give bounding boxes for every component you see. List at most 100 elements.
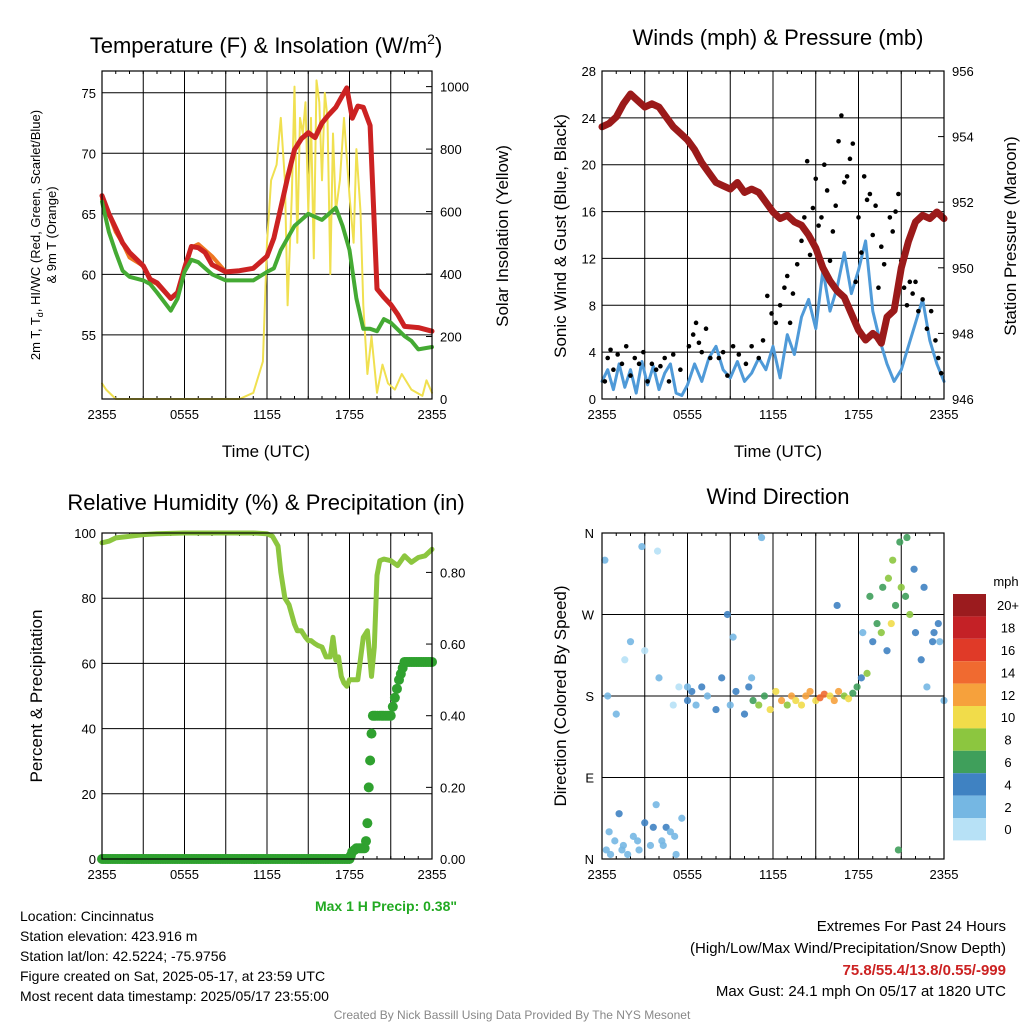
- direction-point: [873, 619, 881, 628]
- direction-point: [934, 619, 942, 628]
- solar-y-tick-label-0: 0: [440, 392, 447, 407]
- direction-point: [894, 846, 903, 854]
- max-precip-label: Max 1 H Precip: 0.38": [315, 898, 457, 914]
- direction-point: [601, 556, 609, 564]
- plot-border: [601, 70, 945, 400]
- direction-point: [672, 850, 680, 859]
- gust-point: [936, 355, 941, 361]
- direction-point: [783, 701, 791, 709]
- colorbar-label-0: 20+: [997, 598, 1019, 613]
- gust-point: [670, 352, 676, 357]
- gust-point: [782, 285, 787, 291]
- credit-footer: Created By Nick Bassill Using Data Provi…: [334, 1008, 691, 1022]
- direction-point: [929, 638, 937, 646]
- direction-point: [638, 542, 646, 551]
- gust-point: [890, 229, 895, 234]
- direction-point: [634, 837, 642, 845]
- direction-point: [683, 696, 692, 705]
- x-tick-label-1-4: 2355: [930, 407, 959, 422]
- precip-point: [385, 710, 396, 721]
- precip-point: [366, 728, 377, 739]
- precip-y-tick-label-3: 0.60: [440, 637, 465, 652]
- gust-point: [819, 215, 824, 220]
- gust-point: [641, 349, 646, 355]
- temp-y-tick-label-2: 65: [82, 207, 96, 222]
- direction-point: [787, 692, 796, 700]
- direction-point: [655, 674, 663, 682]
- direction-point: [669, 701, 677, 709]
- gust-point: [678, 367, 683, 373]
- station-info: Location: Cincinnatus Station elevation:…: [20, 906, 329, 1006]
- gust-point: [867, 191, 873, 197]
- direction-point: [911, 629, 920, 637]
- temp-y-tick-label-0: 55: [82, 328, 96, 343]
- direction-point: [923, 683, 931, 691]
- direction-point: [772, 687, 780, 696]
- direction-point: [797, 701, 806, 709]
- gust-point: [933, 338, 938, 343]
- direction-y-tick-label-0: N: [585, 852, 594, 867]
- pressure-line: [598, 90, 948, 347]
- direction-point: [635, 846, 643, 854]
- colorbar-swatch: [953, 661, 986, 684]
- gust-point: [743, 361, 749, 367]
- direction-y-tick-label-3: W: [582, 608, 595, 623]
- x-tick-label-3-3: 1755: [844, 867, 873, 882]
- gust-point: [611, 367, 616, 373]
- extremes-heading: Extremes For Past 24 Hours: [816, 918, 1006, 935]
- direction-point: [901, 592, 910, 600]
- pressure-y-tick-label-0: 946: [952, 392, 974, 407]
- direction-point: [692, 701, 700, 709]
- colorbar-swatch: [953, 728, 986, 751]
- gust-point: [725, 373, 730, 378]
- colorbar-label-3: 14: [1001, 665, 1015, 680]
- gust-point: [813, 176, 819, 182]
- gust-point: [784, 273, 790, 279]
- plot-border: [601, 532, 945, 860]
- gust-point: [716, 355, 722, 361]
- gust-point: [904, 302, 910, 308]
- pressure-y-tick-label-4: 954: [952, 130, 974, 145]
- precip-point: [362, 818, 373, 829]
- temp-y-tick-label-3: 70: [82, 146, 96, 161]
- direction-point: [889, 556, 897, 564]
- direction-point: [830, 696, 838, 705]
- temperature-title: Temperature (F) & Insolation (W/m2): [90, 31, 443, 58]
- colorbar-swatch: [953, 594, 986, 617]
- x-tick-label-2-4: 2355: [418, 867, 447, 882]
- wind-y-tick-label-6: 24: [582, 111, 596, 126]
- temperature-plot-area: 2355 0555 1155 1755 2355 55 60 65 70 75 0 200 400 600…: [82, 70, 469, 422]
- direction-point: [863, 669, 871, 677]
- colorbar-label-5: 10: [1001, 710, 1015, 725]
- winds-ylabel: Sonic Wind & Gust (Blue, Black): [551, 114, 570, 358]
- gust-point: [615, 352, 620, 357]
- x-tick-label-1-3: 1755: [844, 407, 873, 422]
- wind-direction-title: Wind Direction: [706, 484, 849, 509]
- temp-2m-line: [99, 85, 435, 334]
- rh-y-tick-label-1: 20: [82, 787, 96, 802]
- gust-point: [632, 355, 638, 361]
- direction-point: [626, 638, 635, 646]
- colorbar-swatch: [953, 706, 986, 729]
- wind-direction-panel: Wind Direction Direction (Colored By Spe…: [551, 484, 1019, 882]
- gust-point: [802, 215, 807, 220]
- direction-point: [611, 837, 619, 845]
- direction-point: [903, 533, 911, 542]
- direction-point: [652, 801, 660, 809]
- direction-point: [910, 565, 918, 573]
- gust-point: [602, 379, 608, 384]
- gust-point: [777, 302, 783, 308]
- gust-point: [920, 297, 925, 302]
- rh-y-tick-label-4: 80: [82, 591, 96, 606]
- solar-ylabel: Solar Insolation (Yellow): [493, 145, 512, 327]
- gust-point: [887, 215, 893, 220]
- colorbar-label-6: 8: [1004, 733, 1011, 748]
- gust-point: [662, 355, 667, 361]
- precip-y-tick-label-2: 0.40: [440, 709, 465, 724]
- precip-point: [363, 782, 374, 793]
- direction-point: [857, 674, 865, 682]
- precip-y-tick-label-0: 0.00: [440, 852, 465, 867]
- plot-border: [101, 532, 433, 860]
- colorbar-swatch: [953, 750, 986, 774]
- gust-point: [658, 363, 663, 369]
